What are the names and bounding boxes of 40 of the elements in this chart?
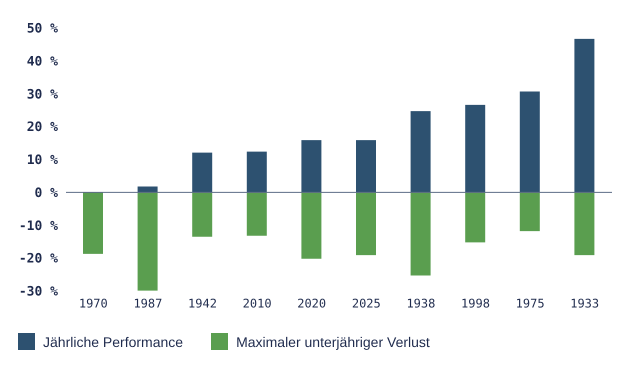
bar (138, 192, 158, 291)
y-tick-label: 20 % (26, 120, 58, 136)
legend-label: Maximaler unterjähriger Verlust (236, 334, 430, 350)
bar (192, 192, 212, 237)
y-tick-label: -10 % (18, 218, 58, 234)
bar (356, 192, 376, 256)
bar (520, 192, 540, 232)
y-tick-label: 30 % (26, 87, 58, 102)
x-tick-label: 1938 (406, 296, 436, 311)
y-tick-label: 0 % (34, 186, 58, 201)
bar (574, 192, 594, 256)
y-tick-label: -20 % (18, 252, 58, 267)
x-tick-label: 1998 (461, 296, 490, 311)
x-tick-label: 2025 (352, 296, 381, 311)
x-tick-label: 2010 (242, 296, 272, 311)
x-tick-label: 1975 (516, 296, 545, 311)
bar (520, 91, 540, 192)
y-tick-label: 50 % (26, 22, 58, 37)
bar (83, 192, 103, 254)
legend-label: Jährliche Performance (43, 334, 184, 350)
x-tick-label: 2020 (297, 296, 326, 311)
bar (356, 140, 376, 192)
bar (465, 104, 486, 192)
x-tick-label: 1987 (133, 296, 162, 311)
y-tick-label: 40 % (26, 54, 58, 70)
bar (465, 192, 486, 242)
bar (301, 140, 322, 192)
x-tick-label: 1970 (78, 296, 108, 311)
bar (410, 192, 431, 276)
bar (246, 152, 267, 192)
x-tick-label: 1942 (188, 296, 217, 311)
bar (192, 152, 212, 192)
y-tick-label: 10 % (26, 153, 58, 168)
bar (301, 192, 322, 259)
bar (574, 38, 594, 192)
x-tick-label: 1933 (570, 296, 600, 311)
y-tick-label: -30 % (18, 284, 58, 300)
bar (410, 111, 431, 192)
bar (138, 186, 158, 192)
bar (246, 192, 267, 236)
